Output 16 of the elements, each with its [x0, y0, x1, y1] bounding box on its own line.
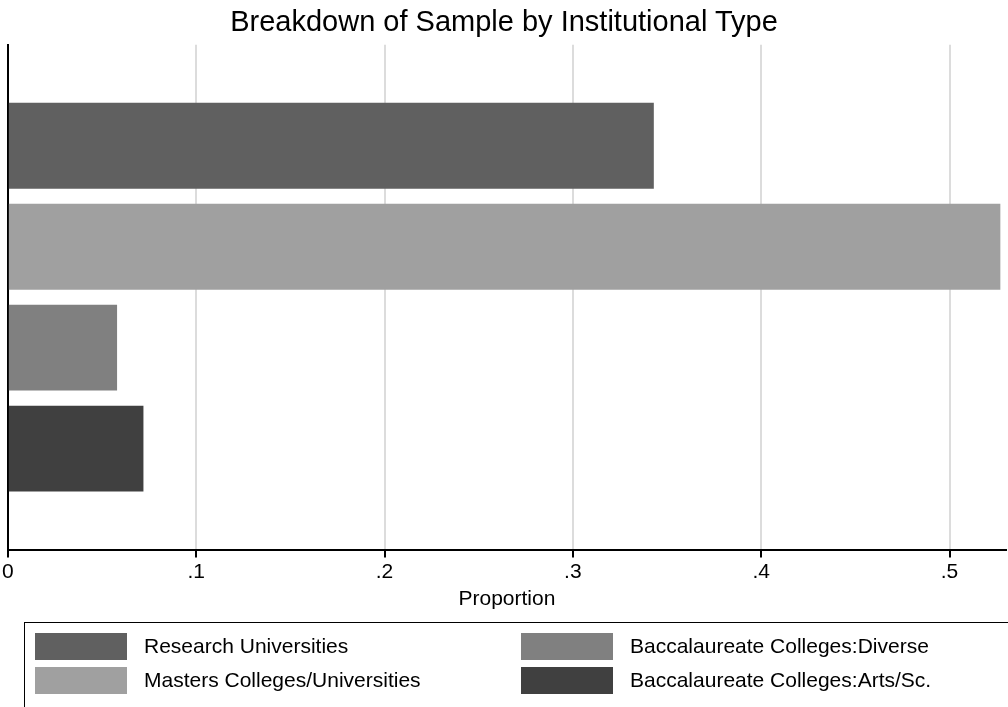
x-tick-label: .4 [752, 559, 771, 582]
legend-label: Baccalaureate Colleges:Diverse [630, 634, 929, 658]
bar [8, 304, 118, 391]
bar [8, 102, 654, 189]
bar [8, 405, 144, 492]
legend-label: Baccalaureate Colleges:Arts/Sc. [630, 668, 932, 692]
legend-label: Masters Colleges/Universities [144, 668, 421, 692]
x-tick-label: .5 [940, 559, 959, 582]
x-tick-label: .2 [375, 559, 394, 582]
bar [8, 203, 1001, 290]
x-tick-label: .1 [187, 559, 205, 582]
x-axis-title: Proportion [458, 586, 556, 610]
x-tick-label: .3 [564, 559, 582, 582]
x-tick-label: 0 [2, 559, 14, 582]
legend-label: Research Universities [144, 634, 349, 658]
chart-title: Breakdown of Sample by Institutional Type [230, 5, 778, 38]
